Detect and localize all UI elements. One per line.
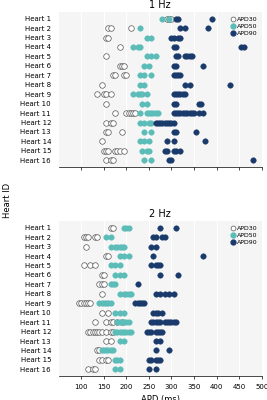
Title: 1 Hz: 1 Hz: [150, 0, 171, 10]
Title: 2 Hz: 2 Hz: [149, 209, 171, 219]
X-axis label: APD (ms): APD (ms): [141, 395, 180, 400]
Text: Heart ID: Heart ID: [3, 182, 12, 218]
Legend: APD30, APD50, APD90: APD30, APD50, APD90: [230, 15, 258, 38]
Legend: APD30, APD50, APD90: APD30, APD50, APD90: [230, 224, 258, 247]
